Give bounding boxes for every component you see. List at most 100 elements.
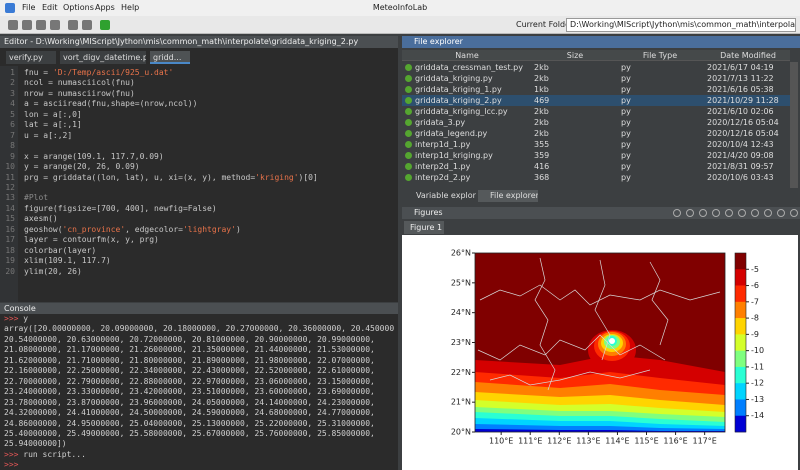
contour-band (475, 429, 725, 432)
file-cell[interactable]: gridata_legend.py (415, 129, 488, 138)
code-line: axesm() (24, 214, 58, 224)
file-cell[interactable]: griddata_kriging_lcc.py (415, 107, 508, 116)
file-cell: py (621, 96, 631, 105)
file-cell: 2021/8/31 09:57 (707, 162, 774, 171)
console-line: 24.86000000, 24.95000000, 25.04000000, 2… (4, 418, 375, 428)
code-line: y = arange(20, 26, 0.09) (24, 162, 140, 172)
figure-tool[interactable] (673, 209, 681, 217)
file-cell: 2021/6/10 02:06 (707, 107, 774, 116)
selected-row (402, 95, 790, 106)
colorbar-box (735, 269, 746, 286)
file-cell[interactable]: griddata_cressman_test.py (415, 63, 523, 72)
x-tick-label: 111°E (518, 437, 542, 446)
line-number: 12 (5, 182, 15, 192)
colorbar-box (735, 334, 746, 351)
figure-tool[interactable] (738, 209, 746, 217)
menu-item[interactable]: File (22, 3, 36, 12)
file-icon (405, 152, 412, 159)
column-header[interactable]: File Type (642, 51, 678, 60)
menu-item[interactable]: Apps (95, 3, 115, 12)
panel-tab[interactable]: File explorer (478, 190, 538, 202)
toolbar-button[interactable] (36, 20, 46, 30)
colorbar-label: -14 (751, 411, 764, 420)
x-tick-label: 113°E (576, 437, 600, 446)
province-boundary (489, 369, 651, 386)
colorbar-label: -6 (751, 281, 759, 290)
table-header (402, 50, 790, 61)
editor-tab[interactable]: verify.py (6, 51, 56, 64)
console-line: 25.40000000, 25.49000000, 25.58000000, 2… (4, 428, 375, 438)
file-cell[interactable]: interp2d_2.py (415, 173, 471, 182)
toolbar-button[interactable] (100, 20, 110, 30)
code-line: u = a[:,2] (24, 130, 73, 140)
figure-tool[interactable] (686, 209, 694, 217)
code-line: nrow = numasciirow(fnu) (24, 88, 135, 98)
province-boundary (534, 257, 556, 391)
file-cell[interactable]: griddata_kriging_2.py (415, 96, 502, 105)
figure-tool[interactable] (712, 209, 720, 217)
file-cell: 355 (534, 140, 550, 149)
file-cell[interactable]: griddata_kriging.py (415, 74, 493, 83)
file-cell: py (621, 85, 631, 94)
colorbar-box (735, 285, 746, 303)
code-line: ylim(20, 26) (24, 266, 82, 276)
colorbar-label: -7 (751, 297, 759, 306)
editor-tab[interactable]: vort_digv_datetime.py (60, 51, 146, 64)
file-cell: 368 (534, 173, 550, 182)
current-folder-box[interactable]: D:\Working\MIScript\Jython\mis\common_ma… (566, 18, 796, 32)
colorbar-box (735, 415, 746, 433)
menu-item[interactable]: Options (63, 3, 94, 12)
toolbar-button[interactable] (50, 20, 60, 30)
figure-tool[interactable] (699, 209, 707, 217)
editor-tab[interactable]: gridd... (150, 51, 190, 64)
y-tick-label: 21°N (451, 398, 471, 407)
figure-tool[interactable] (777, 209, 785, 217)
line-number: 18 (5, 245, 15, 255)
panel-tab[interactable]: Variable explorer (404, 190, 476, 202)
file-cell: 359 (534, 151, 550, 160)
figure-tab[interactable]: Figure 1 (404, 221, 444, 234)
y-tick-label: 26°N (451, 249, 471, 258)
file-cell: 2kb (534, 107, 549, 116)
app-icon (5, 3, 15, 13)
toolbar-button[interactable] (8, 20, 18, 30)
figure-tool[interactable] (725, 209, 733, 217)
colorbar-box (735, 383, 746, 400)
file-icon (405, 64, 412, 71)
toolbar-button[interactable] (22, 20, 32, 30)
column-header[interactable]: Date Modified (720, 51, 776, 60)
line-number: 17 (5, 235, 15, 245)
file-cell: 469 (534, 96, 550, 105)
file-cell[interactable]: interp1d_1.py (415, 140, 471, 149)
code-line: lon = a[:,0] (24, 109, 82, 119)
file-cell[interactable]: interp2d_1.py (415, 162, 471, 171)
file-cell[interactable]: griddata_kriging_1.py (415, 85, 502, 94)
console-line: 21.08000000, 21.17000000, 21.26000000, 2… (4, 345, 375, 355)
window-title: MeteoInfoLab (372, 3, 428, 12)
province-boundary (477, 334, 666, 361)
figure-tool[interactable] (751, 209, 759, 217)
file-cell[interactable]: gridata_3.py (415, 118, 466, 127)
line-number: 4 (10, 99, 15, 109)
menu-item[interactable]: Edit (42, 3, 58, 12)
column-header[interactable]: Size (566, 51, 584, 60)
file-cell[interactable]: interp1d_kriging.py (415, 151, 493, 160)
file-cell: 1kb (534, 85, 549, 94)
x-tick-label: 115°E (634, 437, 658, 446)
code-line: xlim(109.1, 117.7) (24, 256, 111, 266)
toolbar-button[interactable] (82, 20, 92, 30)
file-icon (405, 130, 412, 137)
menu-item[interactable]: Help (121, 3, 140, 12)
y-tick-label: 22°N (451, 368, 471, 377)
file-cell: 2020/10/4 12:43 (707, 140, 774, 149)
figure-tool[interactable] (764, 209, 772, 217)
figure-tool[interactable] (790, 209, 798, 217)
file-cell: 2021/7/13 11:22 (707, 74, 774, 83)
code-line: a = asciiread(fnu,shape=(nrow,ncol)) (24, 99, 198, 109)
code-line: prg = griddata((lon, lat), u, xi=(x, y),… (24, 172, 318, 182)
console-line: 21.62000000, 21.71000000, 21.80000000, 2… (4, 355, 375, 365)
toolbar-button[interactable] (68, 20, 78, 30)
column-header[interactable]: Name (455, 51, 479, 60)
